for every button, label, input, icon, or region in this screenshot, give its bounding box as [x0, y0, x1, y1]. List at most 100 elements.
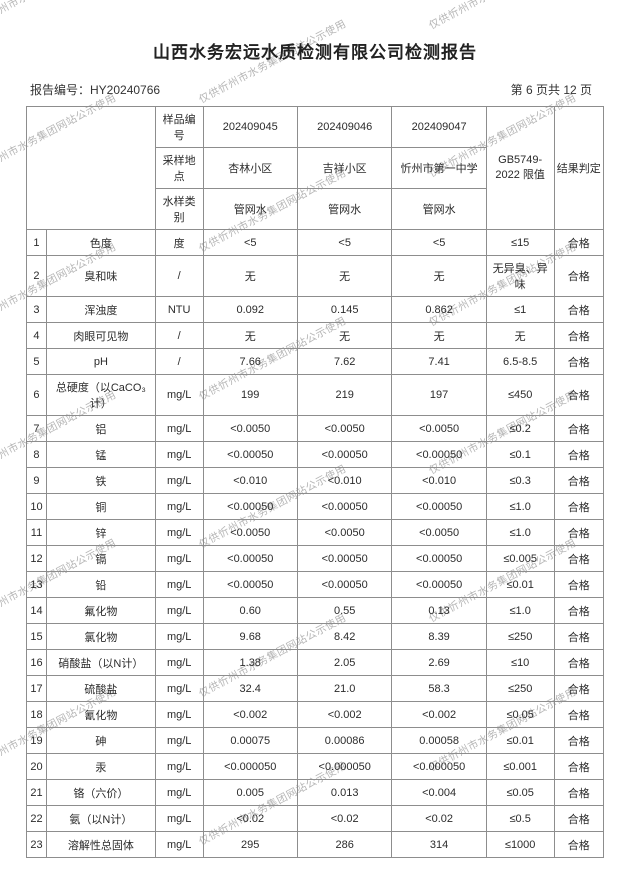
measured-value-0: <0.00050: [203, 494, 297, 520]
measured-value-1: <0.00050: [297, 572, 391, 598]
measured-value-1: 21.0: [297, 676, 391, 702]
table-row: 13 铅 mg/L <0.00050 <0.00050 <0.00050 ≤0.01 合格: [27, 572, 604, 598]
measured-value-1: 8.42: [297, 624, 391, 650]
parameter-name: 氯化物: [46, 624, 155, 650]
measured-value-0: <0.0050: [203, 416, 297, 442]
result-value: 合格: [554, 297, 603, 323]
limit-value: ≤1.0: [486, 520, 554, 546]
table-row: 3 浑浊度 NTU 0.092 0.145 0.862 ≤1 合格: [27, 297, 604, 323]
row-number: 23: [27, 832, 47, 858]
limit-value: ≤10: [486, 650, 554, 676]
limit-value: ≤15: [486, 230, 554, 256]
table-row: 11 锌 mg/L <0.0050 <0.0050 <0.0050 ≤1.0 合格: [27, 520, 604, 546]
row-number: 12: [27, 546, 47, 572]
row-number: 20: [27, 754, 47, 780]
page-number-label: 第 6 页共 12 页: [511, 81, 592, 98]
parameter-name: 硫酸盐: [46, 676, 155, 702]
result-column-header: 结果判定: [554, 107, 603, 230]
result-value: 合格: [554, 650, 603, 676]
parameter-name: 铬（六价）: [46, 780, 155, 806]
measured-value-2: 314: [392, 832, 486, 858]
table-row: 14 氟化物 mg/L 0.60 0.55 0.13 ≤1.0 合格: [27, 598, 604, 624]
sample-id-0: 202409045: [203, 107, 297, 148]
result-value: 合格: [554, 468, 603, 494]
row-number: 4: [27, 323, 47, 349]
parameter-name: 锌: [46, 520, 155, 546]
parameter-name: 臭和味: [46, 256, 155, 297]
result-value: 合格: [554, 546, 603, 572]
row-number: 10: [27, 494, 47, 520]
parameter-unit: 度: [155, 230, 203, 256]
row-number: 9: [27, 468, 47, 494]
measured-value-2: <0.0050: [392, 520, 486, 546]
measured-value-1: <0.00050: [297, 546, 391, 572]
limit-value: ≤450: [486, 375, 554, 416]
measured-value-0: 无: [203, 256, 297, 297]
parameter-name: pH: [46, 349, 155, 375]
measured-value-2: 0.862: [392, 297, 486, 323]
document-page: 仅供忻州市水务集团网站公示使用 仅供忻州市水务集团网站公示使用 仅供忻州市水务集团网…: [0, 0, 630, 890]
limit-value: ≤0.5: [486, 806, 554, 832]
sample-number-label: 样品编号: [155, 107, 203, 148]
limit-value: ≤1.0: [486, 494, 554, 520]
table-row: 18 氰化物 mg/L <0.002 <0.002 <0.002 ≤0.05 合格: [27, 702, 604, 728]
limit-value: ≤250: [486, 676, 554, 702]
measured-value-0: <0.00050: [203, 442, 297, 468]
measured-value-0: 32.4: [203, 676, 297, 702]
parameter-unit: mg/L: [155, 676, 203, 702]
limit-value: ≤1: [486, 297, 554, 323]
parameter-unit: mg/L: [155, 728, 203, 754]
result-value: 合格: [554, 323, 603, 349]
table-row: 21 铬（六价） mg/L 0.005 0.013 <0.004 ≤0.05 合格: [27, 780, 604, 806]
measured-value-1: <0.0050: [297, 520, 391, 546]
sample-location-0: 杏林小区: [203, 148, 297, 189]
limit-value: ≤1000: [486, 832, 554, 858]
row-number: 18: [27, 702, 47, 728]
result-value: 合格: [554, 442, 603, 468]
parameter-unit: mg/L: [155, 780, 203, 806]
water-sample-type-2: 管网水: [392, 189, 486, 230]
measured-value-2: 无: [392, 323, 486, 349]
parameter-name: 镉: [46, 546, 155, 572]
limit-value: 无: [486, 323, 554, 349]
row-number: 22: [27, 806, 47, 832]
measured-value-1: <5: [297, 230, 391, 256]
limit-value: 无异臭、异味: [486, 256, 554, 297]
table-row: 16 硝酸盐（以N计） mg/L 1.38 2.05 2.69 ≤10 合格: [27, 650, 604, 676]
measured-value-2: <0.00050: [392, 546, 486, 572]
table-row: 6 总硬度（以CaCO₃计） mg/L 199 219 197 ≤450 合格: [27, 375, 604, 416]
parameter-unit: NTU: [155, 297, 203, 323]
limit-value: ≤0.001: [486, 754, 554, 780]
table-row: 7 铝 mg/L <0.0050 <0.0050 <0.0050 ≤0.2 合格: [27, 416, 604, 442]
table-row: 4 肉眼可见物 / 无无无无合格: [27, 323, 604, 349]
measured-value-0: 9.68: [203, 624, 297, 650]
result-value: 合格: [554, 494, 603, 520]
measured-value-1: 286: [297, 832, 391, 858]
row-number: 6: [27, 375, 47, 416]
report-table: 样品编号 202409045 202409046 202409047 GB5749-20…: [26, 106, 604, 858]
row-number: 16: [27, 650, 47, 676]
sample-location-2: 忻州市第一中学: [392, 148, 486, 189]
result-value: 合格: [554, 572, 603, 598]
result-value: 合格: [554, 598, 603, 624]
water-sample-type-0: 管网水: [203, 189, 297, 230]
parameter-unit: mg/L: [155, 832, 203, 858]
measured-value-1: 0.55: [297, 598, 391, 624]
result-value: 合格: [554, 416, 603, 442]
result-value: 合格: [554, 624, 603, 650]
measured-value-0: <0.000050: [203, 754, 297, 780]
parameter-name: 肉眼可见物: [46, 323, 155, 349]
limit-value: ≤0.05: [486, 780, 554, 806]
measured-value-2: <0.00050: [392, 494, 486, 520]
parameter-name: 铝: [46, 416, 155, 442]
limit-value: ≤1.0: [486, 598, 554, 624]
parameter-unit: mg/L: [155, 520, 203, 546]
measured-value-1: 0.00086: [297, 728, 391, 754]
measured-value-1: <0.00050: [297, 494, 391, 520]
measured-value-0: 0.092: [203, 297, 297, 323]
parameter-unit: mg/L: [155, 416, 203, 442]
result-value: 合格: [554, 702, 603, 728]
measured-value-0: 199: [203, 375, 297, 416]
table-row: 9 铁 mg/L <0.010 <0.010 <0.010 ≤0.3 合格: [27, 468, 604, 494]
result-value: 合格: [554, 375, 603, 416]
